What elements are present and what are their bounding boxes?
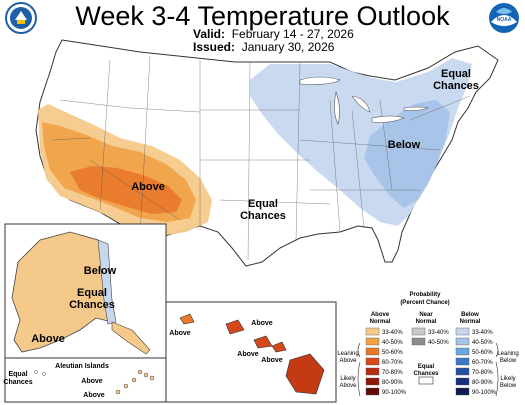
legend-swatch-above-5 xyxy=(365,367,380,376)
noaa-logo-icon: NOAA xyxy=(489,3,519,33)
legend-range-below-1: 33-40% xyxy=(472,330,493,336)
map-title: Week 3-4 Temperature Outlook xyxy=(75,1,450,31)
label-hawaii-above-2: Above xyxy=(251,320,273,327)
label-below-east: Below xyxy=(388,139,421,151)
alaska-panhandle xyxy=(111,321,151,355)
commerce-seal-icon xyxy=(5,2,37,34)
legend-leaning-above-2: Above xyxy=(339,358,357,364)
hawaii-islands xyxy=(179,313,325,395)
legend-swatch-near-1 xyxy=(411,327,426,336)
legend-leaning-below-1: Leaning xyxy=(497,351,518,357)
label-alaska-equal-2: Chances xyxy=(69,299,115,311)
legend-swatch-below-1 xyxy=(455,327,470,336)
legend-range-above-5: 70-80% xyxy=(382,370,403,376)
below-region-40-50 xyxy=(364,100,450,208)
legend-likely-above-1: Likely xyxy=(340,376,355,382)
legend-range-above-3: 50-60% xyxy=(382,350,403,356)
label-above-west: Above xyxy=(131,181,165,193)
legend-equal-1: Equal xyxy=(418,364,435,370)
legend-above-header-1: Above xyxy=(371,312,390,318)
legend-swatch-below-5 xyxy=(455,367,470,376)
aleutian-islands-shapes xyxy=(34,369,155,395)
label-aleutian-equal-1: Equal xyxy=(8,371,27,378)
label-hawaii-above-4: Above xyxy=(261,357,283,364)
legend-title-1: Probability xyxy=(409,292,441,298)
legend-swatch-below-2 xyxy=(455,337,470,346)
legend-swatch-below-4 xyxy=(455,357,470,366)
legend-leaning-above-1: Leaning xyxy=(337,351,358,357)
alaska-land xyxy=(11,231,113,353)
legend-range-above-2: 40-50% xyxy=(382,340,403,346)
legend-below-header-2: Normal xyxy=(460,319,481,325)
legend-title-2: (Percent Chance) xyxy=(400,300,449,306)
issued-date: January 30, 2026 xyxy=(241,40,335,54)
legend-range-above-4: 60-70% xyxy=(382,360,403,366)
legend-range-below-7: 90-100% xyxy=(472,390,497,396)
legend-swatch-below-6 xyxy=(455,377,470,386)
label-hawaii-above-3: Above xyxy=(237,351,259,358)
above-region-50-60 xyxy=(70,166,182,214)
label-alaska-above: Above xyxy=(31,333,65,345)
legend-swatch-above-7 xyxy=(365,387,380,396)
legend-swatch-above-6 xyxy=(365,377,380,386)
noaa-logo-text: NOAA xyxy=(497,17,512,23)
issued-label: Issued: xyxy=(193,40,236,54)
label-alaska-below: Below xyxy=(84,265,117,277)
legend-swatch-near-2 xyxy=(411,337,426,346)
label-aleutian-equal-2: Chances xyxy=(3,379,32,386)
legend-equal-swatch xyxy=(418,376,434,385)
legend-leaning-below-2: Below xyxy=(500,358,517,364)
legend-swatch-below-3 xyxy=(455,347,470,356)
label-hawaii-above-1: Above xyxy=(169,330,191,337)
legend-range-near-1: 33-40% xyxy=(428,330,449,336)
label-equal-ne-1: Equal xyxy=(441,68,471,80)
legend: Probability (Percent Chance) Above Norma… xyxy=(337,292,519,397)
label-aleutian-above-2: Above xyxy=(83,392,105,399)
legend-range-below-3: 50-60% xyxy=(472,350,493,356)
label-aleutian-islands: Aleutian Islands xyxy=(55,363,109,370)
legend-equal-2: Chances xyxy=(413,371,439,377)
legend-range-below-4: 60-70% xyxy=(472,360,493,366)
legend-range-above-7: 90-100% xyxy=(382,390,407,396)
label-equal-ne-2: Chances xyxy=(433,80,479,92)
legend-swatch-above-3 xyxy=(365,347,380,356)
state-borders xyxy=(51,55,471,261)
legend-likely-above-2: Above xyxy=(339,383,357,389)
legend-swatch-above-2 xyxy=(365,337,380,346)
legend-swatch-above-4 xyxy=(365,357,380,366)
legend-swatch-below-7 xyxy=(455,387,470,396)
legend-range-below-6: 80-90% xyxy=(472,380,493,386)
legend-range-above-1: 33-40% xyxy=(382,330,403,336)
label-aleutian-above-1: Above xyxy=(81,378,103,385)
legend-near-header-1: Near xyxy=(419,312,433,318)
legend-above-header-2: Normal xyxy=(370,319,391,325)
legend-range-above-6: 80-90% xyxy=(382,380,403,386)
label-equal-central-1: Equal xyxy=(248,198,278,210)
legend-swatches: 33-40% 40-50% 50-60% 60-70% 70-80% 80-90% 90-1… xyxy=(365,327,497,396)
legend-likely-below-2: Below xyxy=(500,383,517,389)
label-alaska-equal-1: Equal xyxy=(77,287,107,299)
valid-dates: February 14 - 27, 2026 xyxy=(231,27,354,41)
label-equal-central-2: Chances xyxy=(240,210,286,222)
valid-line: Valid: February 14 - 27, 2026 xyxy=(193,27,354,41)
issued-line: Issued: January 30, 2026 xyxy=(193,40,334,54)
legend-likely-below-1: Likely xyxy=(500,376,515,382)
legend-swatch-above-1 xyxy=(365,327,380,336)
great-lakes xyxy=(299,76,430,125)
legend-range-below-2: 40-50% xyxy=(472,340,493,346)
alaska-below-region xyxy=(97,239,117,325)
legend-below-header-1: Below xyxy=(461,312,479,318)
valid-label: Valid: xyxy=(193,27,226,41)
legend-near-header-2: Normal xyxy=(416,319,437,325)
legend-range-near-2: 40-50% xyxy=(428,340,449,346)
legend-range-below-5: 70-80% xyxy=(472,370,493,376)
